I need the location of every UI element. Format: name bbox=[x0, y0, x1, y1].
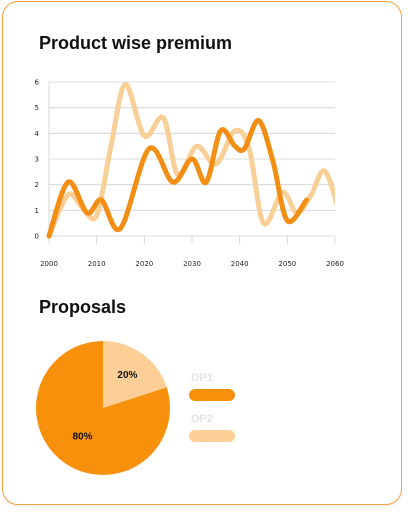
pie-slice-label: 80% bbox=[73, 432, 93, 443]
y-tick-label: 5 bbox=[35, 104, 39, 112]
pie-slice-label: 20% bbox=[117, 370, 137, 381]
y-tick-label: 1 bbox=[35, 207, 39, 215]
legend-swatch-op2 bbox=[189, 430, 235, 442]
y-tick-label: 3 bbox=[35, 156, 39, 164]
pie-slice-op1 bbox=[35, 341, 170, 475]
x-tick-label: 2060 bbox=[326, 260, 344, 268]
x-tick-label: 2050 bbox=[278, 260, 296, 268]
x-tick-label: 2030 bbox=[183, 260, 201, 268]
y-tick-label: 2 bbox=[35, 181, 39, 189]
y-tick-label: 0 bbox=[35, 233, 39, 241]
x-tick-label: 2010 bbox=[88, 260, 106, 268]
legend-swatch-op1 bbox=[189, 389, 235, 401]
pie-slice-op2 bbox=[103, 341, 167, 408]
pie-chart-title: Proposals bbox=[39, 297, 127, 317]
x-tick-label: 2020 bbox=[135, 260, 153, 268]
y-tick-label: 4 bbox=[35, 130, 40, 138]
series-line-2 bbox=[46, 117, 309, 239]
x-tick-label: 2000 bbox=[40, 260, 58, 268]
line-chart-title: Product wise premium bbox=[39, 33, 233, 53]
legend-label-op1: OP1 bbox=[191, 372, 214, 384]
legend-label-op2: OP2 bbox=[191, 413, 214, 425]
y-tick-label: 6 bbox=[35, 79, 40, 87]
x-tick-label: 2040 bbox=[231, 260, 249, 268]
